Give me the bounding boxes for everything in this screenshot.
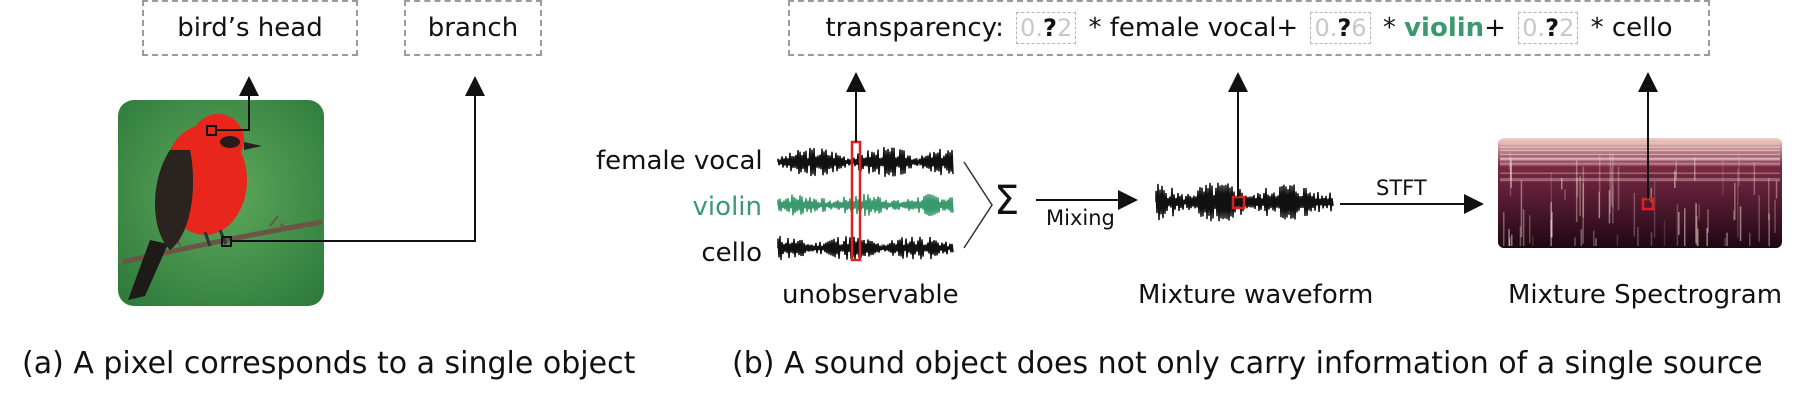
formula-times: * (1374, 13, 1405, 43)
mix-bracket (963, 161, 993, 249)
source-label-cello: cello (701, 238, 762, 268)
formula-plus: + (1484, 13, 1515, 43)
mixture-spectrogram-label: Mixture Spectrogram (1508, 280, 1783, 310)
label-branch: branch (404, 0, 542, 56)
formula-term-violin: violin (1404, 13, 1485, 43)
cello-waveform (777, 235, 954, 261)
formula-prefix: transparency: (825, 13, 1013, 43)
mixing-label: Mixing (1046, 206, 1115, 230)
caption-a: (a) A pixel corresponds to a single obje… (22, 346, 636, 381)
mixture-waveform-label: Mixture waveform (1138, 280, 1374, 310)
caption-b: (b) A sound object does not only carry i… (732, 346, 1763, 381)
sum-symbol: Σ (994, 178, 1020, 224)
stft-label: STFT (1376, 176, 1427, 200)
label-birds-head-text: bird’s head (177, 13, 323, 43)
label-birds-head: bird’s head (142, 0, 358, 56)
transparency-formula-box: transparency: 0.?2 * female vocal+ 0.?6 … (788, 0, 1710, 56)
vocal-waveform (777, 147, 954, 177)
coefficient-cello: 0.?2 (1518, 12, 1579, 44)
coefficient-violin: 0.?6 (1310, 12, 1371, 44)
source-label-vocal: female vocal (596, 146, 763, 176)
coefficient-vocal: 0.?2 (1016, 12, 1077, 44)
mixture-spectrogram-image (1498, 138, 1782, 248)
formula-term-vocal: * female vocal+ (1080, 13, 1307, 43)
violin-waveform (777, 193, 954, 217)
source-label-violin: violin (692, 192, 762, 222)
formula-term-cello: * cello (1582, 13, 1673, 43)
unobservable-label: unobservable (782, 280, 959, 310)
label-branch-text: branch (427, 13, 519, 43)
bird-photo (118, 100, 324, 306)
